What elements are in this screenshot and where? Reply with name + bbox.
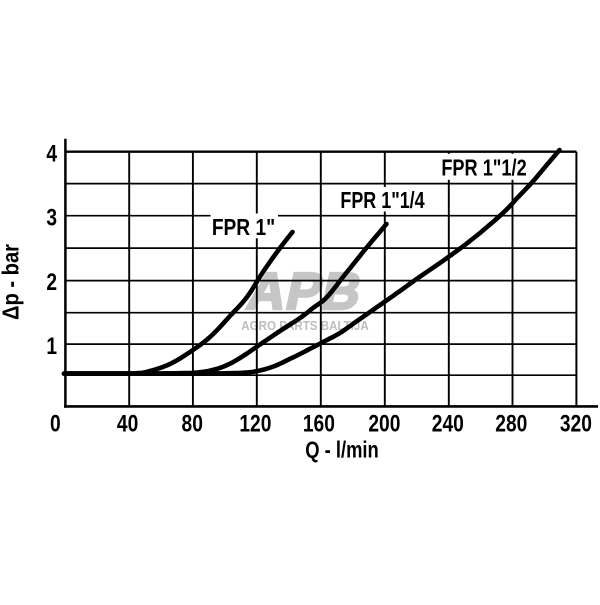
svg-text:320: 320 bbox=[560, 409, 592, 437]
svg-text:280: 280 bbox=[495, 409, 527, 437]
svg-text:FPR 1"1/2: FPR 1"1/2 bbox=[441, 155, 526, 181]
svg-text:0: 0 bbox=[50, 409, 61, 437]
svg-text:3: 3 bbox=[46, 203, 57, 231]
svg-text:200: 200 bbox=[368, 409, 400, 437]
svg-text:2: 2 bbox=[46, 268, 57, 296]
svg-text:AGRO PARTS BALTIJA: AGRO PARTS BALTIJA bbox=[241, 318, 369, 333]
svg-text:Q - l/min: Q - l/min bbox=[305, 438, 379, 463]
svg-text:FPR 1": FPR 1" bbox=[212, 215, 275, 240]
svg-text:240: 240 bbox=[432, 409, 464, 437]
svg-text:120: 120 bbox=[239, 409, 271, 437]
svg-text:1: 1 bbox=[46, 332, 57, 360]
svg-text:40: 40 bbox=[117, 409, 138, 437]
svg-text:FPR 1"1/4: FPR 1"1/4 bbox=[340, 188, 425, 214]
svg-text:4: 4 bbox=[46, 139, 57, 167]
svg-text:160: 160 bbox=[303, 409, 335, 437]
svg-text:Δp - bar: Δp - bar bbox=[0, 243, 24, 320]
svg-text:80: 80 bbox=[182, 409, 203, 437]
